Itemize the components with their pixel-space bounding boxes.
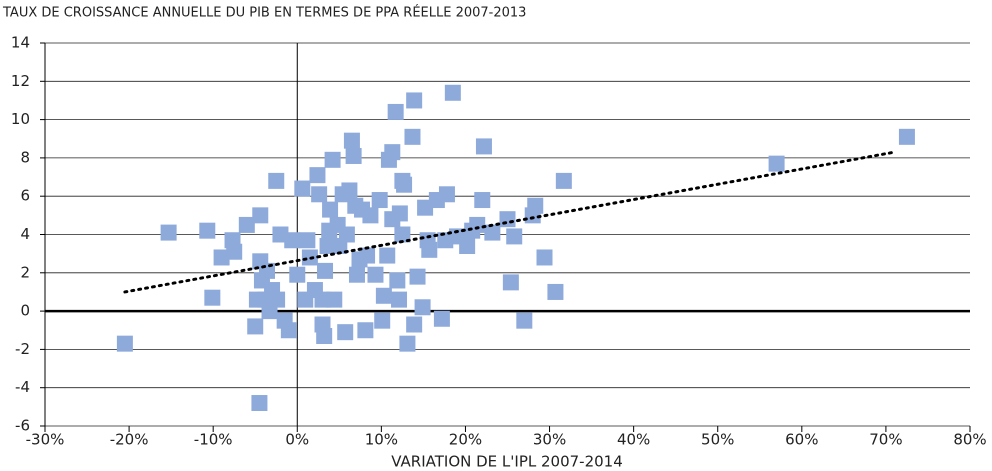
chart-title: TAUX DE CROISSANCE ANNUELLE DU PIB EN TE…: [2, 5, 526, 21]
point: [238, 216, 255, 233]
point: [474, 192, 491, 209]
point: [384, 144, 401, 161]
x-tick-label: 60%: [785, 431, 818, 449]
x-tick-label: 70%: [869, 431, 902, 449]
point: [251, 395, 268, 412]
point: [252, 207, 269, 224]
point: [160, 224, 177, 241]
point: [324, 151, 341, 168]
point: [506, 228, 523, 245]
point: [294, 180, 311, 197]
x-tick-label: 10%: [365, 431, 398, 449]
x-tick-label: 50%: [701, 431, 734, 449]
point: [311, 186, 328, 203]
point: [345, 147, 362, 164]
y-tick-label: 4: [20, 225, 30, 243]
point: [199, 222, 216, 239]
y-tick-label: -6: [15, 417, 30, 435]
y-tick-label: 14: [11, 34, 30, 52]
y-tick-label: 8: [20, 148, 30, 166]
point: [348, 266, 365, 283]
point: [338, 226, 355, 243]
point: [341, 182, 358, 199]
point: [357, 322, 374, 339]
x-tick-label: -30%: [26, 431, 65, 449]
point: [438, 186, 455, 203]
point: [391, 205, 408, 222]
y-tick-label: -4: [15, 378, 30, 396]
point: [284, 232, 301, 249]
point: [527, 197, 544, 214]
point: [499, 211, 516, 228]
point: [322, 201, 339, 218]
point: [399, 335, 416, 352]
point: [343, 132, 360, 149]
point: [204, 289, 221, 306]
x-tick-label: 40%: [617, 431, 650, 449]
point: [391, 291, 408, 308]
point: [371, 192, 388, 209]
point: [379, 247, 396, 264]
point: [389, 272, 406, 289]
point: [396, 176, 413, 193]
point: [387, 103, 404, 120]
point: [337, 324, 354, 341]
point: [414, 299, 431, 316]
y-tick-label: 12: [11, 72, 30, 90]
point: [367, 266, 384, 283]
point: [409, 268, 426, 285]
y-tick-label: 6: [20, 187, 30, 205]
y-tick-label: 10: [11, 110, 30, 128]
point: [475, 138, 492, 155]
point: [326, 291, 343, 308]
point: [516, 312, 533, 329]
point: [484, 224, 501, 241]
x-tick-label: -20%: [110, 431, 149, 449]
point: [289, 266, 306, 283]
point: [898, 128, 915, 145]
point: [299, 232, 316, 249]
point: [213, 249, 230, 266]
point: [268, 172, 285, 189]
point: [280, 322, 297, 339]
y-tick-label: -2: [15, 340, 30, 358]
point: [116, 335, 133, 352]
point: [406, 92, 423, 109]
x-tick-label: 80%: [953, 431, 986, 449]
point: [555, 172, 572, 189]
point: [459, 237, 476, 254]
point: [374, 312, 391, 329]
point: [269, 291, 286, 308]
x-tick-label: 0%: [285, 431, 309, 449]
point: [444, 84, 461, 101]
point: [502, 274, 519, 291]
point: [375, 287, 392, 304]
point: [469, 216, 486, 233]
x-axis-label: VARIATION DE L'IPL 2007-2014: [391, 453, 623, 471]
point: [536, 249, 553, 266]
point: [309, 167, 326, 184]
point: [433, 310, 450, 327]
y-tick-label: 0: [20, 302, 30, 320]
point: [362, 207, 379, 224]
trendline: [123, 150, 896, 294]
point: [394, 226, 411, 243]
point: [317, 262, 334, 279]
point: [768, 155, 785, 172]
point: [547, 283, 564, 300]
x-tick-label: 30%: [533, 431, 566, 449]
point: [247, 318, 264, 335]
point: [421, 241, 438, 258]
point: [359, 247, 376, 264]
point: [406, 316, 423, 333]
x-tick-label: 20%: [449, 431, 482, 449]
point: [226, 243, 243, 260]
y-tick-label: 2: [20, 263, 30, 281]
point: [316, 327, 333, 344]
point: [404, 128, 421, 145]
x-tick-label: -10%: [194, 431, 233, 449]
